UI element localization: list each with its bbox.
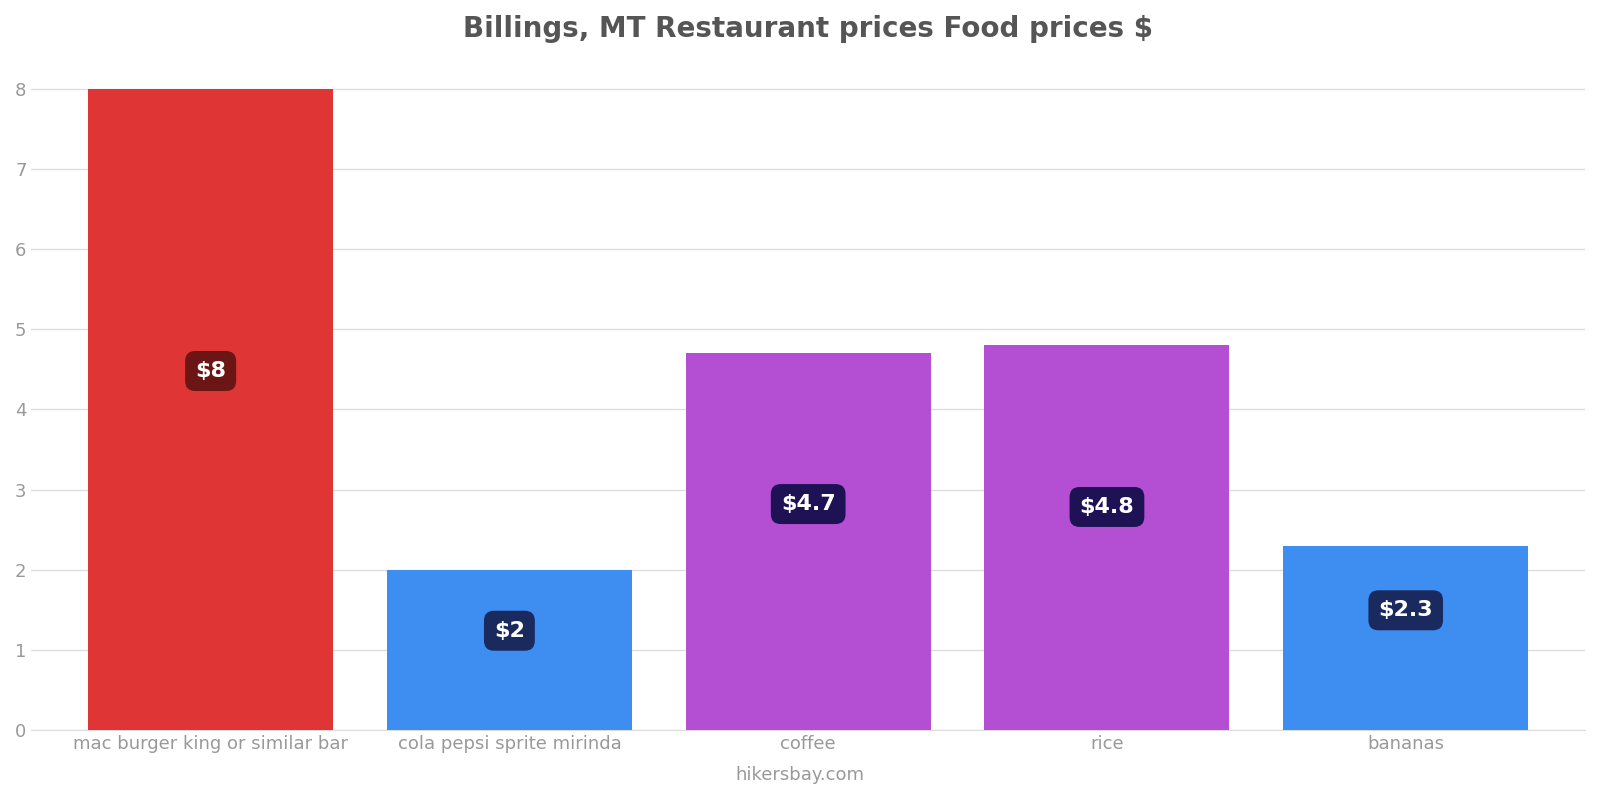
- Bar: [984, 346, 1229, 730]
- Bar: [1283, 546, 1528, 730]
- Text: $2.3: $2.3: [1379, 600, 1434, 620]
- Bar: [686, 354, 931, 730]
- Text: $4.8: $4.8: [1080, 497, 1134, 517]
- Text: hikersbay.com: hikersbay.com: [736, 766, 864, 784]
- Text: $2: $2: [494, 621, 525, 641]
- Text: $8: $8: [195, 361, 226, 381]
- Bar: [88, 89, 333, 730]
- Bar: [387, 570, 632, 730]
- Title: Billings, MT Restaurant prices Food prices $: Billings, MT Restaurant prices Food pric…: [462, 15, 1154, 43]
- Text: $4.7: $4.7: [781, 494, 835, 514]
